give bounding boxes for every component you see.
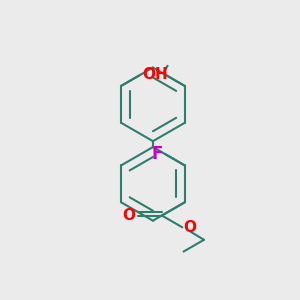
Text: OH: OH	[142, 68, 168, 82]
Text: F: F	[152, 146, 163, 164]
Text: O: O	[184, 220, 197, 235]
Text: O: O	[122, 208, 135, 223]
